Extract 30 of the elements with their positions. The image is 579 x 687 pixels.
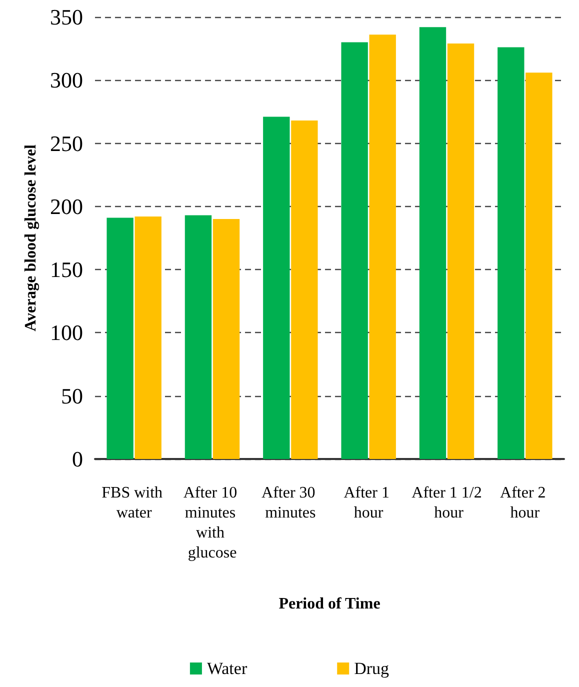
bar [184, 215, 212, 459]
bar [419, 27, 446, 459]
bar [263, 116, 290, 459]
legend-label: Water [206, 659, 248, 678]
y-tick-label: 150 [50, 257, 83, 282]
x-tick-label: After 30 minutes [262, 484, 320, 522]
bar [212, 219, 240, 459]
bar [369, 34, 396, 459]
y-tick-label: 100 [50, 320, 83, 346]
x-tick-label: After 10 minutes with glucose [183, 484, 242, 562]
y-tick-label: 250 [50, 130, 83, 156]
x-tick-label: After 1 hour [344, 484, 394, 522]
y-tick-label: 50 [61, 383, 83, 408]
y-tick-label: 300 [50, 68, 83, 93]
x-axis-title: Period of Time [278, 596, 380, 612]
x-tick-label: After 2 hour [500, 484, 550, 522]
bar [447, 44, 474, 459]
y-tick-label: 0 [72, 446, 83, 472]
y-tick-label: 200 [50, 194, 83, 219]
x-tick-label: After 1 1/2 hour [412, 484, 482, 522]
legend-label: Drug [354, 659, 390, 678]
bar [341, 42, 368, 459]
y-axis-title: Average blood glucose level [22, 144, 40, 332]
bar [498, 47, 524, 459]
y-tick-label: 350 [50, 4, 83, 30]
bar [106, 218, 134, 459]
x-tick-label: FBS with water [102, 484, 167, 522]
bar [134, 216, 162, 459]
bar [526, 72, 552, 459]
bar [291, 120, 318, 459]
